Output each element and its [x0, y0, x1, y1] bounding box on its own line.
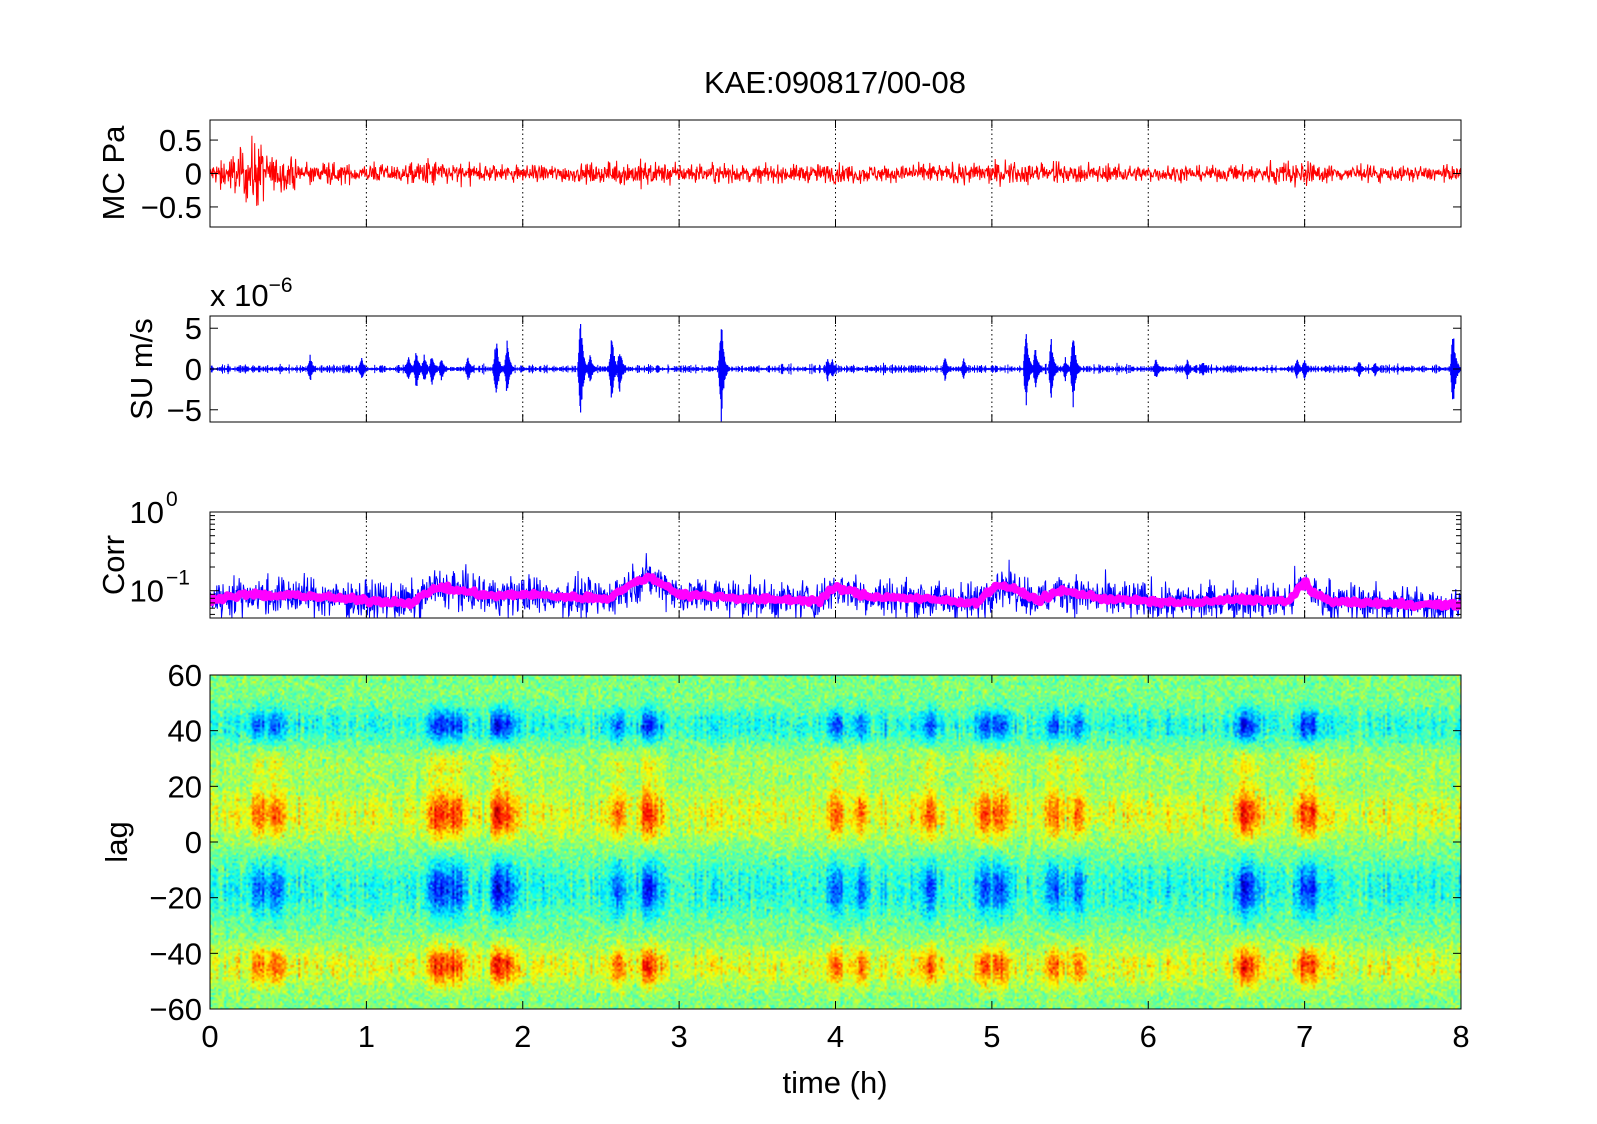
x-tick-label: 4	[827, 1019, 844, 1054]
corr-y-axis-label: Corr	[96, 535, 131, 595]
y-tick-label: 10	[130, 495, 164, 530]
x-tick-label: 7	[1296, 1019, 1313, 1054]
y-tick-label: 0	[185, 825, 202, 860]
su-burst	[586, 355, 599, 382]
lag-heatmap-image	[210, 675, 1461, 1009]
su-burst	[464, 357, 477, 380]
su-burst	[1356, 362, 1369, 377]
su-burst	[1048, 339, 1060, 398]
su-exponent-label: x 10−6	[210, 274, 293, 313]
su-burst	[829, 359, 842, 377]
corr-minor-ticks	[210, 511, 1461, 615]
y-tick-label: 10	[130, 574, 164, 609]
su-y-ticks: 5 0 −5	[167, 311, 1461, 428]
mc-x-tickmarks	[209, 120, 1462, 227]
x-tick-label: 2	[514, 1019, 531, 1054]
y-tick-label: 60	[168, 658, 202, 693]
y-tick-label: 0.5	[159, 123, 202, 158]
y-tick-label: 0	[185, 352, 202, 387]
panel-su-velocity: 5 0 −5 SU m/s x 10−6	[124, 274, 1462, 428]
su-exponent: −6	[269, 274, 293, 297]
x-tick-label: 0	[201, 1019, 218, 1054]
x-tick-label: 3	[671, 1019, 688, 1054]
y-tick-label: 40	[168, 714, 202, 749]
su-burst	[1032, 350, 1045, 388]
su-burst	[1070, 340, 1082, 408]
x-tick-label: 6	[1140, 1019, 1157, 1054]
su-burst	[616, 354, 629, 392]
x-tick-label: 8	[1452, 1019, 1469, 1054]
su-burst	[1371, 363, 1384, 377]
y-tick-label: −20	[149, 881, 202, 916]
heatmap-y-axis-label: lag	[99, 821, 134, 862]
su-bursts	[210, 324, 1461, 422]
y-tick-label: 20	[168, 769, 202, 804]
mc-series-line	[210, 135, 1461, 206]
x-tick-label: 5	[983, 1019, 1000, 1054]
su-burst	[504, 340, 516, 391]
mc-y-axis-label: MC Pa	[96, 125, 131, 221]
su-y-axis-label: SU m/s	[124, 318, 159, 420]
corr-smoothed-line	[210, 572, 1461, 612]
y-tick-label: −5	[167, 393, 202, 428]
heatmap-x-ticks: 0 1 2 3 4 5 6 7 8	[201, 675, 1470, 1054]
su-burst	[941, 358, 954, 381]
su-multiplier: x 10	[210, 278, 269, 313]
y-tick-label: 0	[185, 157, 202, 192]
su-burst	[718, 329, 731, 422]
panel-lag-heatmap: 60 40 20 0 −20 −40 −60 0 1 2 3 4 5 6 7 8 lag time (h)	[99, 658, 1470, 1100]
su-burst	[1301, 360, 1314, 379]
su-burst	[960, 358, 973, 379]
panel-mc-pressure: 0.50−0.5 MC Pa	[96, 119, 1462, 228]
y-tick-label: −60	[149, 992, 202, 1027]
y-tick-label: −0.5	[141, 190, 202, 225]
su-burst	[358, 358, 371, 378]
y-tick-exponent: −1	[166, 567, 190, 590]
corr-x-tickmarks	[209, 512, 1462, 618]
mc-y-ticks: 0.50−0.5	[141, 123, 1461, 225]
su-burst	[1153, 359, 1165, 377]
x-tick-label: 1	[358, 1019, 375, 1054]
su-burst	[438, 360, 451, 381]
y-tick-label: −40	[149, 936, 202, 971]
y-tick-exponent: 0	[166, 488, 178, 511]
chart-title: KAE:090817/00-08	[704, 65, 966, 100]
su-x-tickmarks	[209, 316, 1462, 422]
y-tick-label: 5	[185, 311, 202, 346]
su-burst	[493, 343, 505, 393]
heatmap-y-ticks: 60 40 20 0 −20 −40 −60	[149, 658, 1461, 1027]
su-burst	[307, 354, 319, 380]
su-burst	[1184, 359, 1197, 380]
su-burst	[1199, 363, 1212, 376]
su-burst	[429, 358, 441, 385]
x-axis-label: time (h)	[782, 1065, 887, 1100]
